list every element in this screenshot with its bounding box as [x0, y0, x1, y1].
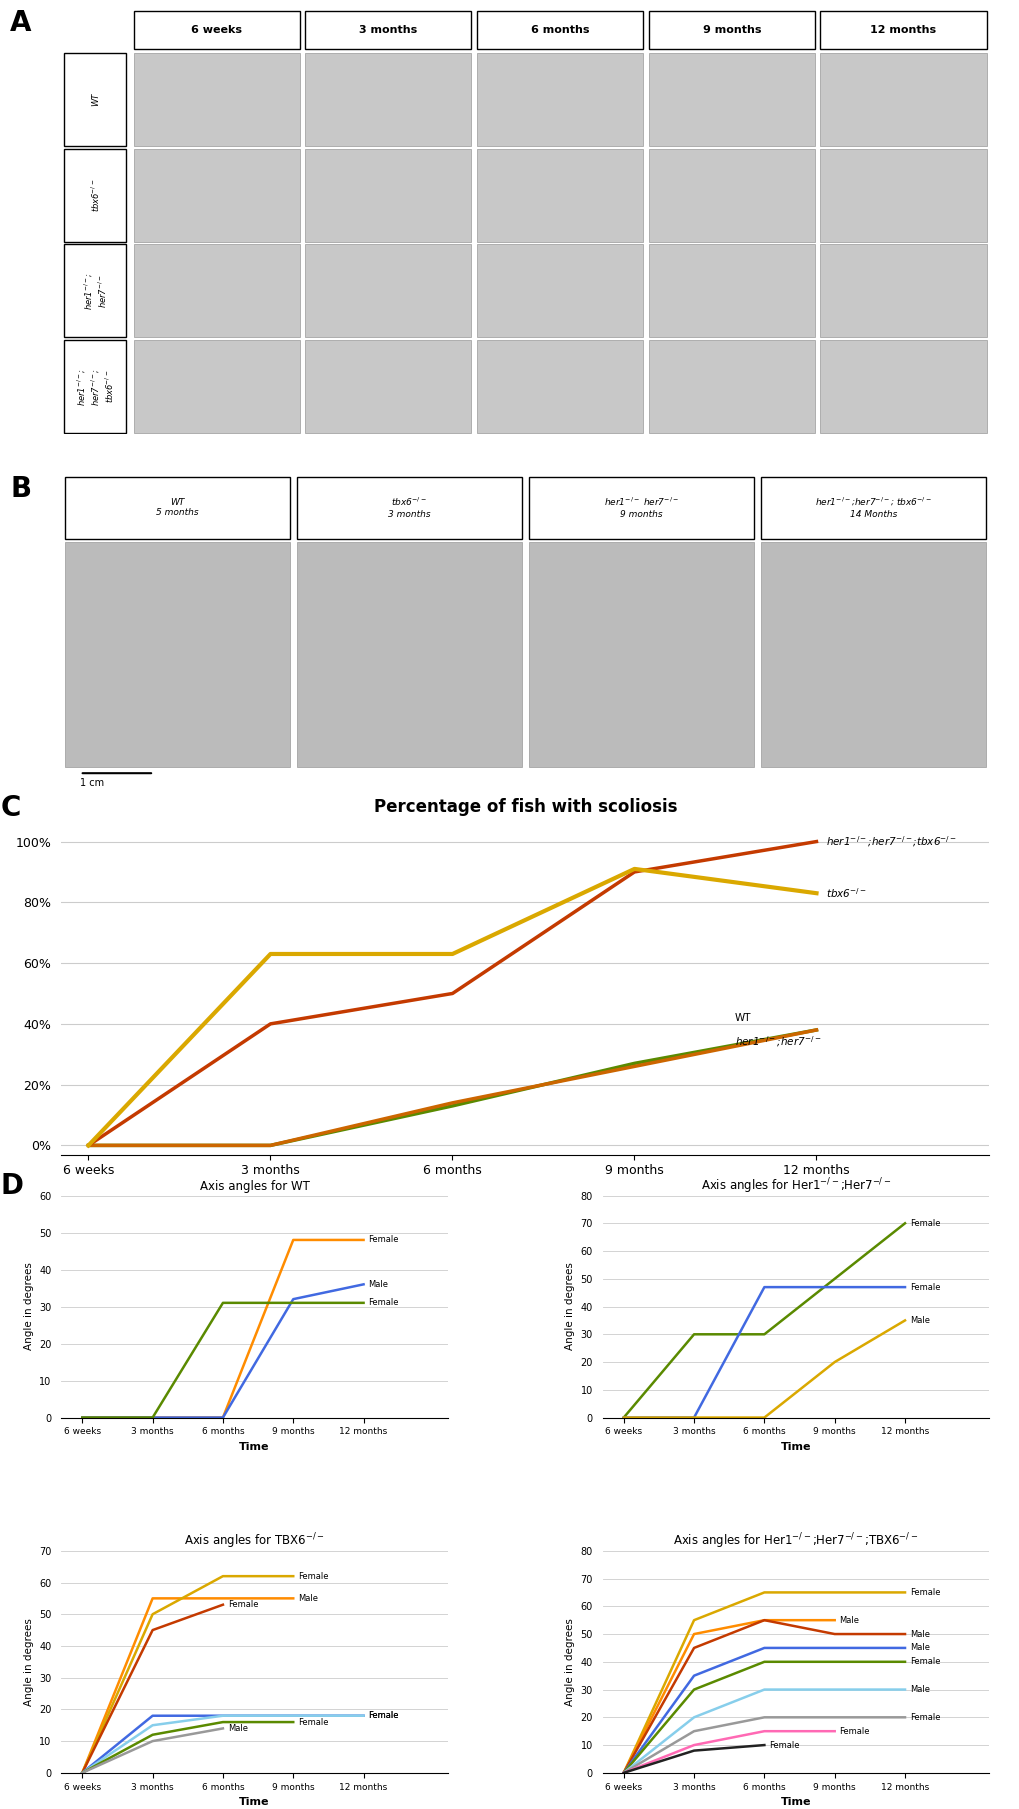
- Bar: [64, 52, 126, 147]
- Title: Axis angles for TBX6$^{-/-}$: Axis angles for TBX6$^{-/-}$: [184, 1530, 325, 1550]
- Bar: [305, 244, 471, 338]
- Text: her1$^{-/-}$;
her7$^{-/-}$;
tbx6$^{-/-}$: her1$^{-/-}$; her7$^{-/-}$; tbx6$^{-/-}$: [75, 367, 116, 405]
- Bar: [297, 543, 521, 767]
- Text: D: D: [1, 1172, 23, 1201]
- Text: Male: Male: [909, 1643, 929, 1652]
- Text: Female: Female: [909, 1219, 940, 1228]
- Bar: [819, 52, 985, 147]
- Text: 12 months: 12 months: [869, 25, 935, 36]
- Text: Male: Male: [909, 1315, 929, 1324]
- Text: Female: Female: [839, 1726, 869, 1735]
- Text: Male: Male: [368, 1279, 388, 1288]
- Text: Female: Female: [368, 1711, 398, 1720]
- Bar: [297, 478, 521, 539]
- X-axis label: Time: Time: [780, 1442, 810, 1453]
- Bar: [819, 11, 985, 49]
- Bar: [477, 11, 643, 49]
- Text: A: A: [10, 9, 32, 36]
- Text: her1$^{-/-}$;
her7$^{-/-}$: her1$^{-/-}$; her7$^{-/-}$: [83, 271, 109, 309]
- Text: WT
5 months: WT 5 months: [156, 497, 199, 517]
- Text: Male: Male: [227, 1724, 248, 1733]
- Text: 3 months: 3 months: [359, 25, 417, 36]
- Bar: [648, 340, 814, 432]
- Text: Female: Female: [909, 1713, 940, 1722]
- Bar: [648, 148, 814, 242]
- Text: tbx6$^{-/-}$: tbx6$^{-/-}$: [90, 179, 102, 212]
- Text: Female: Female: [298, 1717, 328, 1726]
- X-axis label: Time: Time: [239, 1796, 270, 1807]
- Text: Female: Female: [368, 1299, 398, 1308]
- Text: Female: Female: [368, 1711, 398, 1720]
- Bar: [133, 52, 300, 147]
- Bar: [64, 148, 126, 242]
- Text: tbx6$^{-/-}$: tbx6$^{-/-}$: [824, 886, 865, 901]
- Bar: [133, 244, 300, 338]
- Y-axis label: Angle in degrees: Angle in degrees: [565, 1617, 575, 1706]
- Text: Female: Female: [227, 1601, 258, 1610]
- Bar: [65, 543, 289, 767]
- Bar: [477, 340, 643, 432]
- Bar: [133, 11, 300, 49]
- Bar: [133, 148, 300, 242]
- Text: 9 months: 9 months: [702, 25, 760, 36]
- Text: B: B: [10, 476, 32, 503]
- Bar: [819, 244, 985, 338]
- X-axis label: Time: Time: [780, 1796, 810, 1807]
- Bar: [819, 148, 985, 242]
- Text: her1$^{-/-}$;her7$^{-/-}$: her1$^{-/-}$;her7$^{-/-}$: [734, 1035, 820, 1049]
- Text: Male: Male: [839, 1615, 859, 1624]
- Bar: [648, 52, 814, 147]
- Y-axis label: Angle in degrees: Angle in degrees: [565, 1263, 575, 1351]
- Bar: [760, 543, 984, 767]
- Bar: [760, 478, 984, 539]
- Bar: [133, 340, 300, 432]
- Text: 6 weeks: 6 weeks: [191, 25, 242, 36]
- Bar: [648, 244, 814, 338]
- Text: Female: Female: [368, 1236, 398, 1245]
- Bar: [305, 52, 471, 147]
- Bar: [305, 148, 471, 242]
- Text: Female: Female: [909, 1283, 940, 1292]
- Title: Axis angles for Her1$^{-/-}$;Her7$^{-/-}$;TBX6$^{-/-}$: Axis angles for Her1$^{-/-}$;Her7$^{-/-}…: [673, 1530, 918, 1550]
- Text: her1$^{-/-}$;her7$^{-/-}$;tbx6$^{-/-}$: her1$^{-/-}$;her7$^{-/-}$;tbx6$^{-/-}$: [824, 834, 956, 848]
- Bar: [477, 244, 643, 338]
- Text: Female: Female: [909, 1657, 940, 1666]
- Text: Male: Male: [298, 1594, 318, 1603]
- Bar: [648, 11, 814, 49]
- Text: WT: WT: [734, 1013, 750, 1022]
- Y-axis label: Angle in degrees: Angle in degrees: [23, 1263, 34, 1351]
- Text: Female: Female: [298, 1572, 328, 1581]
- Y-axis label: Angle in degrees: Angle in degrees: [23, 1617, 34, 1706]
- Bar: [65, 478, 289, 539]
- Text: 1 cm: 1 cm: [79, 778, 104, 787]
- Text: her1$^{-/-}$ her7$^{-/-}$
9 months: her1$^{-/-}$ her7$^{-/-}$ 9 months: [603, 496, 679, 519]
- Bar: [477, 52, 643, 147]
- Bar: [529, 543, 753, 767]
- Text: tbx6$^{-/-}$
3 months: tbx6$^{-/-}$ 3 months: [387, 496, 430, 519]
- Bar: [529, 478, 753, 539]
- Bar: [305, 340, 471, 432]
- Text: WT: WT: [92, 92, 101, 107]
- Text: Male: Male: [909, 1684, 929, 1693]
- Title: Axis angles for WT: Axis angles for WT: [200, 1179, 309, 1192]
- Text: 6 months: 6 months: [530, 25, 589, 36]
- Title: Axis angles for Her1$^{-/-}$;Her7$^{-/-}$: Axis angles for Her1$^{-/-}$;Her7$^{-/-}…: [700, 1176, 891, 1196]
- Text: Male: Male: [909, 1630, 929, 1639]
- Bar: [305, 11, 471, 49]
- Text: Female: Female: [909, 1588, 940, 1597]
- Bar: [64, 340, 126, 432]
- Text: C: C: [1, 794, 21, 821]
- Text: Female: Female: [768, 1740, 799, 1749]
- Bar: [64, 244, 126, 338]
- Bar: [819, 340, 985, 432]
- Bar: [477, 148, 643, 242]
- X-axis label: Time: Time: [239, 1442, 270, 1453]
- Text: her1$^{-/-}$;her7$^{-/-}$; tbx6$^{-/-}$
14 Months: her1$^{-/-}$;her7$^{-/-}$; tbx6$^{-/-}$ …: [814, 496, 931, 519]
- Title: Percentage of fish with scoliosis: Percentage of fish with scoliosis: [373, 798, 677, 816]
